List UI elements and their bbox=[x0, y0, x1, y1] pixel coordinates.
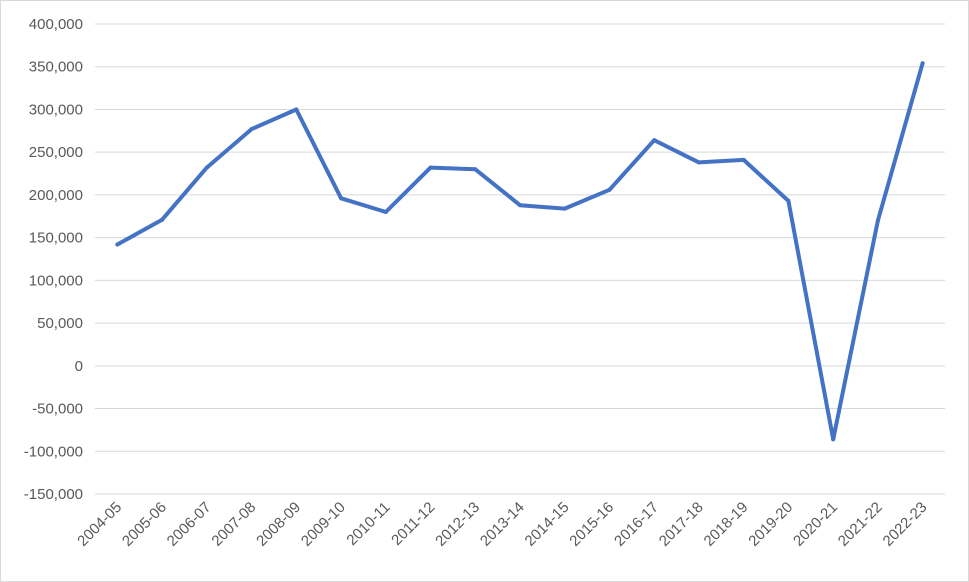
x-tick-label: 2021-22 bbox=[835, 499, 886, 550]
data-point bbox=[786, 198, 791, 203]
data-point bbox=[339, 196, 344, 201]
data-point bbox=[607, 187, 612, 192]
data-point bbox=[875, 218, 880, 223]
data-point bbox=[473, 167, 478, 172]
x-tick-label: 2006-07 bbox=[164, 499, 215, 550]
x-tick-label: 2016-17 bbox=[611, 499, 662, 550]
data-point bbox=[428, 165, 433, 170]
x-tick-label: 2019-20 bbox=[745, 499, 796, 550]
data-point bbox=[204, 165, 209, 170]
data-point bbox=[115, 242, 120, 247]
y-tick-label: 100,000 bbox=[29, 272, 83, 289]
x-tick-label: 2017-18 bbox=[656, 499, 707, 550]
x-tick-label: 2014-15 bbox=[522, 499, 573, 550]
x-tick-label: 2011-12 bbox=[388, 499, 438, 549]
series-line bbox=[115, 61, 925, 442]
data-point bbox=[249, 127, 254, 132]
y-tick-label: 50,000 bbox=[37, 315, 83, 332]
data-point bbox=[652, 138, 657, 143]
y-tick-label: -150,000 bbox=[24, 486, 83, 503]
y-tick-label: -100,000 bbox=[24, 443, 83, 460]
x-tick-label: 2007-08 bbox=[208, 499, 259, 550]
y-tick-label: 350,000 bbox=[29, 59, 83, 76]
x-tick-label: 2005-06 bbox=[119, 499, 170, 550]
data-point bbox=[160, 217, 165, 222]
x-tick-label: 2015-16 bbox=[566, 499, 617, 550]
data-point bbox=[741, 157, 746, 162]
data-point bbox=[831, 437, 836, 442]
y-tick-label: 0 bbox=[75, 358, 83, 375]
gridlines bbox=[95, 23, 945, 495]
y-tick-label: 400,000 bbox=[29, 16, 83, 33]
x-tick-label: 2004-05 bbox=[74, 499, 125, 550]
data-point bbox=[562, 206, 567, 211]
x-tick-label: 2013-14 bbox=[477, 499, 528, 550]
x-tick-label: 2012-13 bbox=[432, 499, 483, 550]
x-tick-label: 2018-19 bbox=[701, 499, 752, 550]
x-tick-label: 2008-09 bbox=[253, 499, 304, 550]
x-axis-tick-labels: 2004-052005-062006-072007-082008-092009-… bbox=[74, 499, 930, 550]
x-tick-label: 2010-11 bbox=[343, 499, 393, 549]
y-tick-label: 250,000 bbox=[29, 144, 83, 161]
series-group bbox=[115, 61, 925, 442]
y-tick-label: 200,000 bbox=[29, 187, 83, 204]
y-axis-tick-labels: -150,000 -100,000 -50,000 0 50,000 100,000 150… bbox=[24, 16, 83, 503]
y-tick-label: -50,000 bbox=[32, 401, 83, 418]
data-point bbox=[383, 210, 388, 214]
x-tick-label: 2009-10 bbox=[298, 499, 349, 550]
y-tick-label: 300,000 bbox=[29, 101, 83, 118]
x-tick-label: 2022-23 bbox=[880, 499, 931, 550]
data-point bbox=[920, 61, 925, 66]
data-point bbox=[518, 203, 522, 208]
x-tick-label: 2020-21 bbox=[790, 499, 841, 550]
y-tick-label: 150,000 bbox=[29, 230, 83, 247]
data-point bbox=[696, 160, 701, 165]
data-point bbox=[294, 107, 299, 112]
